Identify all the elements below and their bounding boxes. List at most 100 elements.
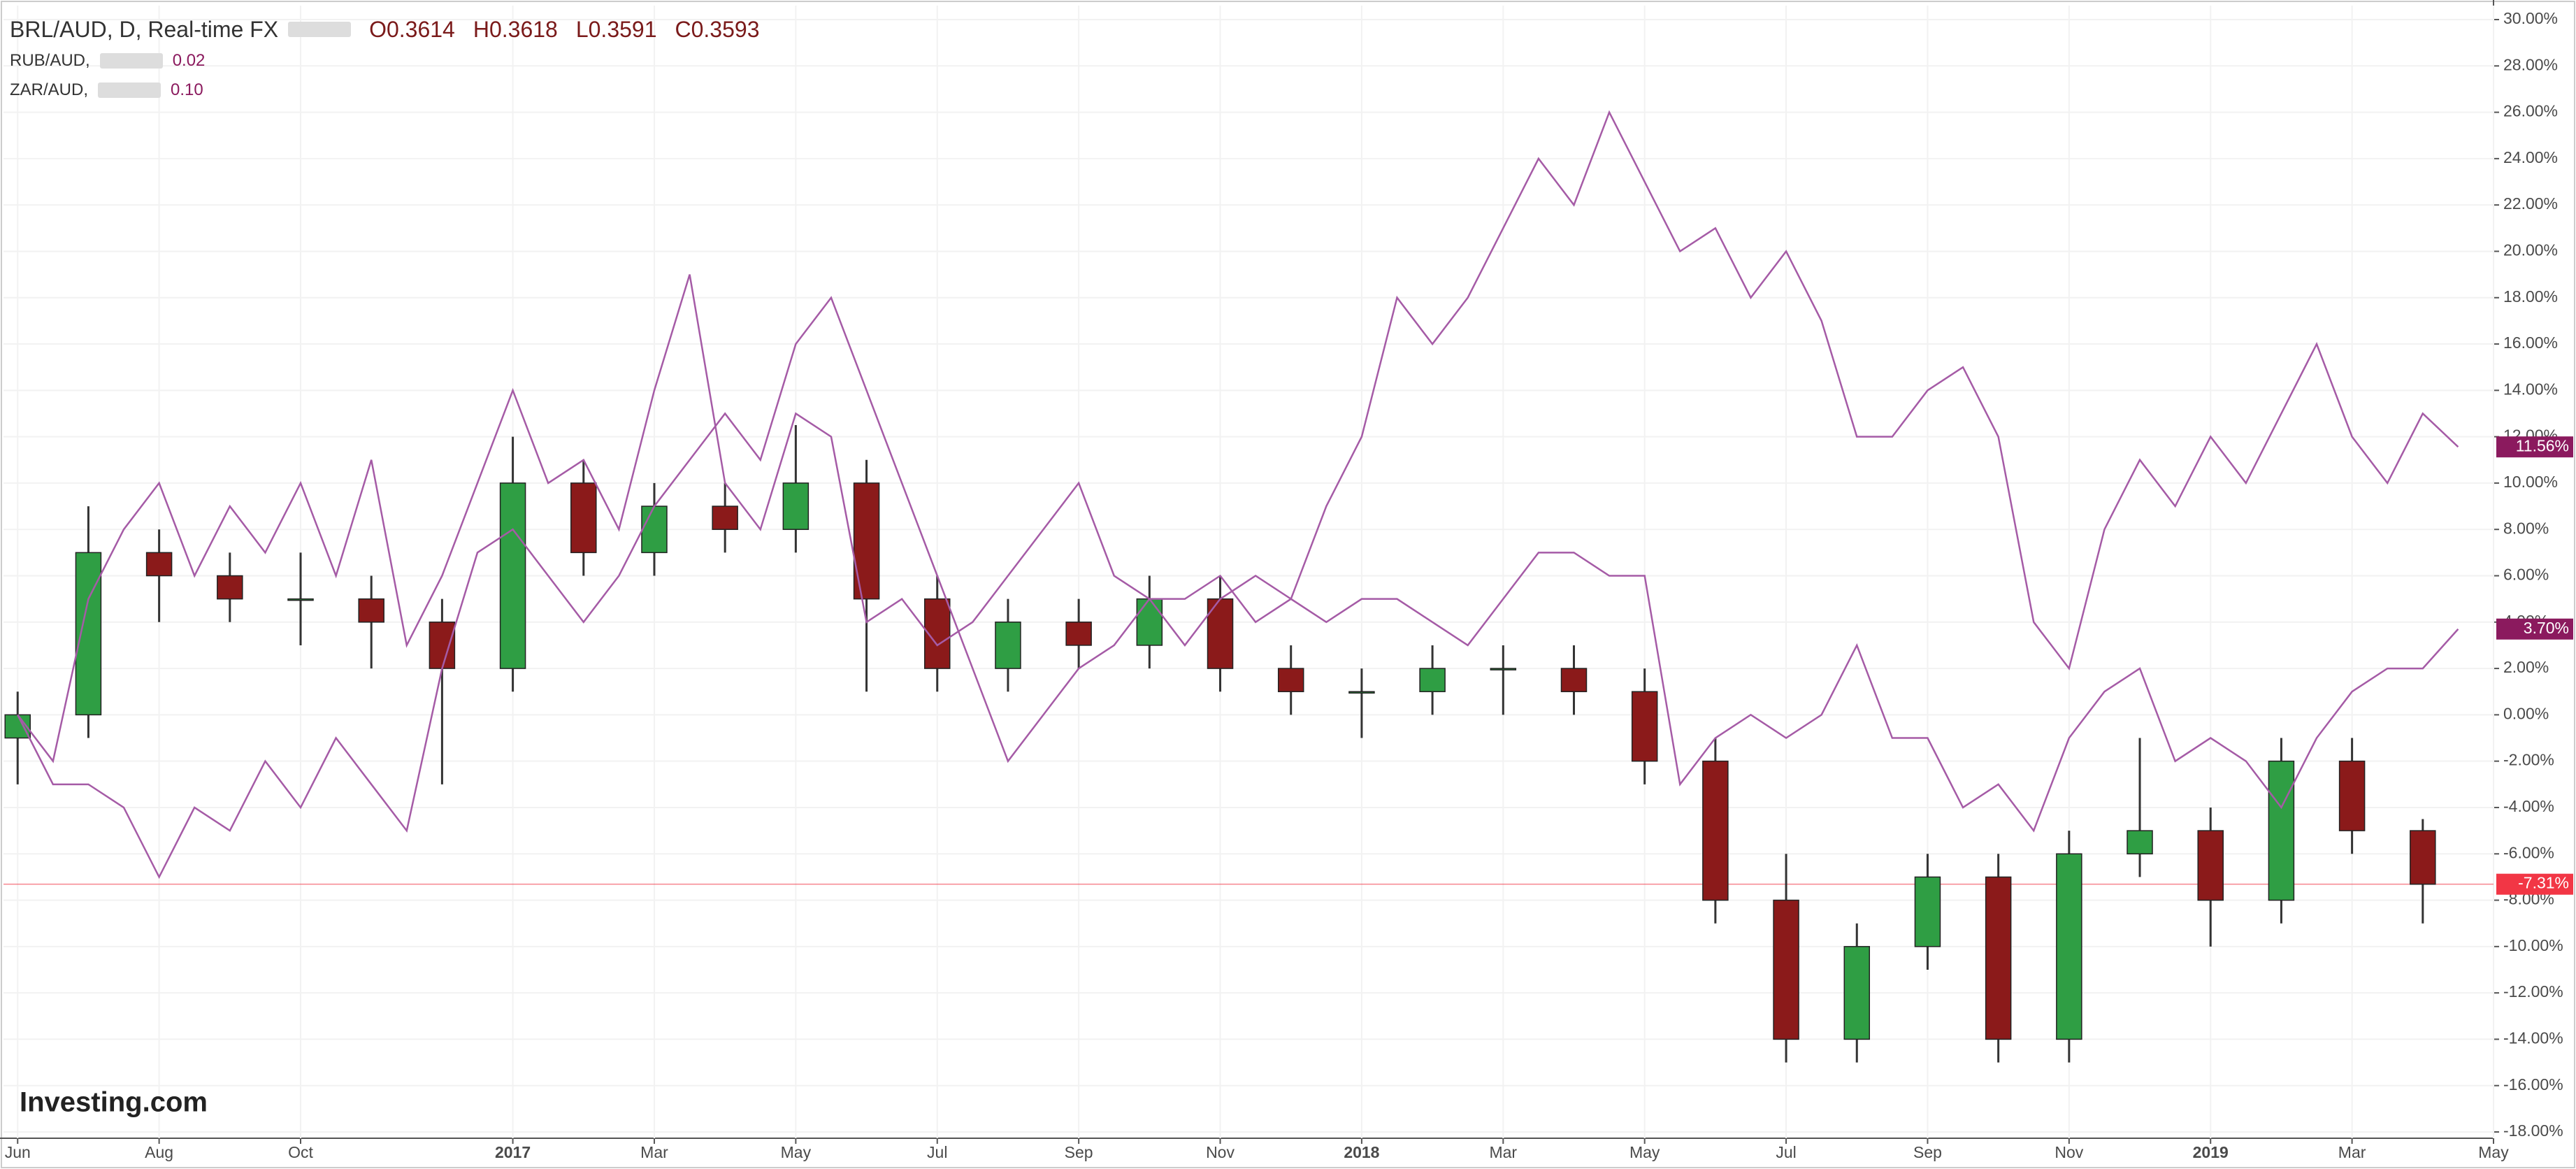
candle-body [217,575,243,600]
candle-body [853,482,880,600]
candle-body [75,552,102,716]
candle-body [1914,876,1941,947]
y-tick-label: 28.00% [2503,55,2558,73]
series-line [17,296,2459,880]
x-tick-label: Sep [1913,1143,1942,1161]
icons[interactable] [99,53,163,69]
y-tick-label: -16.00% [2503,1075,2563,1093]
y-tick-label: -10.00% [2503,936,2563,954]
x-tick-label: Mar [640,1143,668,1161]
candle-body [782,482,810,530]
candle-body [2197,830,2224,901]
candle-body [1419,668,1446,692]
y-tick-label: -18.00% [2503,1121,2563,1140]
candle-body [1490,668,1517,670]
x-tick-label: Oct [288,1143,313,1161]
x-tick-label: 2019 [2193,1143,2229,1161]
candle-body [1136,598,1163,646]
y-tick-label: 30.00% [2503,9,2558,27]
x-tick-label: Mar [1489,1143,1517,1161]
last-value-label: -7.31% [2518,874,2569,892]
legend-name: RUB/AUD, [10,51,90,70]
ohlc-low: L0.3591 [575,16,657,42]
y-tick-label: -12.00% [2503,982,2563,1001]
last-value-label-bg [2496,873,2573,895]
candle-body [1065,622,1092,646]
ohlc-close: C0.3593 [675,16,760,42]
candle-body [2410,830,2436,885]
candle-body [499,482,526,669]
candle-body [1560,668,1588,692]
y-tick-label: 26.00% [2503,102,2558,120]
candle-body [1773,899,1799,1040]
y-tick-label: 22.00% [2503,194,2558,213]
candle-body [1631,691,1658,762]
last-value-label: 3.70% [2524,619,2569,637]
x-tick-label: May [781,1143,812,1161]
last-value-label: 11.56% [2516,436,2569,454]
ohlc-open: O0.3614 [369,16,455,42]
y-tick-label: -2.00% [2503,751,2554,769]
x-tick-label: Nov [2055,1143,2083,1161]
last-value-label-bg [2496,618,2573,640]
x-tick-label: May [2478,1143,2509,1161]
y-tick-label: 10.00% [2503,473,2558,491]
x-tick-label: 2018 [1344,1143,1379,1161]
candle-body [570,482,597,554]
x-tick-label: Sep [1065,1143,1093,1161]
y-tick-label: 8.00% [2503,519,2549,537]
y-tick-label: 16.00% [2503,334,2558,352]
legend-value: 0.02 [172,51,206,70]
candle-body [2056,853,2082,1040]
x-tick-label: May [1629,1143,1660,1161]
last-value-label-bg [2496,436,2573,458]
candle-body [429,622,456,669]
legend-row: ZAR/AUD, 0.10 [10,76,759,105]
candle-body [145,552,173,577]
legend-main: BRL/AUD, D, Real-time FX O0.3614 H0.3618… [10,13,759,46]
y-tick-label: 0.00% [2503,704,2549,722]
icons[interactable] [288,22,352,37]
x-tick-label: Mar [2338,1143,2366,1161]
x-tick-label: 2017 [495,1143,531,1161]
legend-name: ZAR/AUD, [10,80,89,99]
candle-body [995,622,1021,669]
y-tick-label: -14.00% [2503,1028,2563,1047]
series-line [17,110,2459,763]
y-tick-label: 24.00% [2503,148,2558,166]
candle-body [2268,760,2295,901]
main-title: BRL/AUD, D, Real-time FX [10,16,279,42]
ohlc-high: H0.3618 [473,16,558,42]
candle-body [641,505,668,554]
y-tick-label: 18.00% [2503,287,2558,306]
y-tick-label: 6.00% [2503,566,2549,584]
candle-body [712,505,738,530]
candle-body [1207,598,1234,669]
x-tick-label: Nov [1206,1143,1235,1161]
y-tick-label: -4.00% [2503,797,2554,815]
y-tick-label: 20.00% [2503,241,2558,259]
legend-row: RUB/AUD, 0.02 [10,46,759,76]
x-tick-label: Jul [927,1143,947,1161]
icons[interactable] [98,83,161,98]
candle-body [1348,691,1375,694]
candle-body [2338,760,2366,831]
x-tick-label: Jul [1776,1143,1796,1161]
candle-body [1843,946,1871,1040]
candle-body [1277,668,1304,692]
legend: BRL/AUD, D, Real-time FX O0.3614 H0.3618… [10,13,759,105]
y-tick-label: 2.00% [2503,658,2549,676]
candle-body [2127,830,2153,854]
candle-body [358,598,384,623]
candle-body [1702,760,1729,901]
x-tick-label: Aug [145,1143,173,1161]
legend-value: 0.10 [171,80,203,99]
candle-body [1985,876,2012,1040]
y-tick-label: 14.00% [2503,380,2558,398]
y-tick-label: -6.00% [2503,843,2554,861]
x-tick-label: Jun [5,1143,31,1161]
candle-body [287,598,314,601]
